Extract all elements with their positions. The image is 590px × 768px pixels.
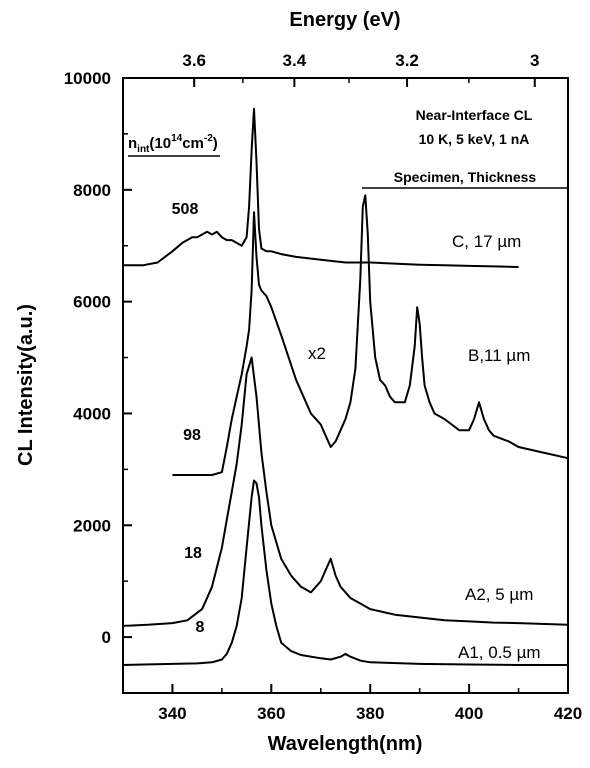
x-tick-label: 340 (158, 704, 186, 723)
series-layer (122, 107, 569, 666)
top-tick-label: 3.6 (182, 51, 206, 70)
scale-factor-annotation: x2 (308, 344, 326, 363)
series-line-a1 (122, 479, 568, 666)
series-label-a1: A1, 0.5 µm (458, 643, 541, 662)
y-axis-ticks: 0 2000 4000 6000 8000 10000 (64, 69, 132, 694)
n-int-label-a2: 18 (184, 545, 202, 562)
x-axis-ticks: 340 360 380 400 420 (122, 684, 582, 723)
x-tick-label: 380 (356, 704, 384, 723)
series-line-b (172, 194, 569, 476)
y-tick-label: 10000 (64, 69, 111, 88)
legend-left: nint(1014cm-2) (128, 133, 220, 157)
n-int-label-a1: 8 (196, 619, 205, 636)
y-axis-title: CL Intensity(a.u.) (15, 304, 37, 466)
y-tick-label: 0 (102, 628, 111, 647)
top-tick-label: 3 (530, 51, 539, 70)
legend-right: Specimen, Thickness (362, 169, 568, 189)
top-axis-title: Energy (eV) (289, 9, 400, 31)
x-tick-label: 360 (257, 704, 285, 723)
legend-left-label: nint(1014cm-2) (128, 133, 218, 155)
header-line-1: Near-Interface CL (416, 107, 533, 123)
n-int-label-b: 98 (183, 427, 201, 444)
top-tick-label: 3.4 (283, 51, 307, 70)
x-axis-title: Wavelength(nm) (268, 733, 423, 755)
top-tick-label: 3.2 (395, 51, 419, 70)
top-axis-ticks: 3.6 3.4 3.2 3 (182, 51, 540, 87)
legend-right-label: Specimen, Thickness (394, 169, 537, 185)
series-label-b: B,11 µm (468, 346, 530, 365)
plot-frame (122, 77, 569, 694)
y-tick-label: 2000 (73, 516, 111, 535)
y-tick-label: 6000 (73, 293, 111, 312)
n-int-label-c: 508 (172, 201, 199, 218)
x-tick-label: 420 (554, 704, 582, 723)
y-tick-label: 8000 (73, 181, 111, 200)
series-line-c (123, 107, 519, 268)
series-label-a2: A2, 5 µm (465, 585, 533, 604)
y-tick-label: 4000 (73, 404, 111, 423)
x-tick-label: 400 (455, 704, 483, 723)
header-line-2: 10 K, 5 keV, 1 nA (419, 131, 530, 147)
series-line-a2 (122, 356, 569, 627)
series-label-c: C, 17 µm (452, 232, 521, 251)
